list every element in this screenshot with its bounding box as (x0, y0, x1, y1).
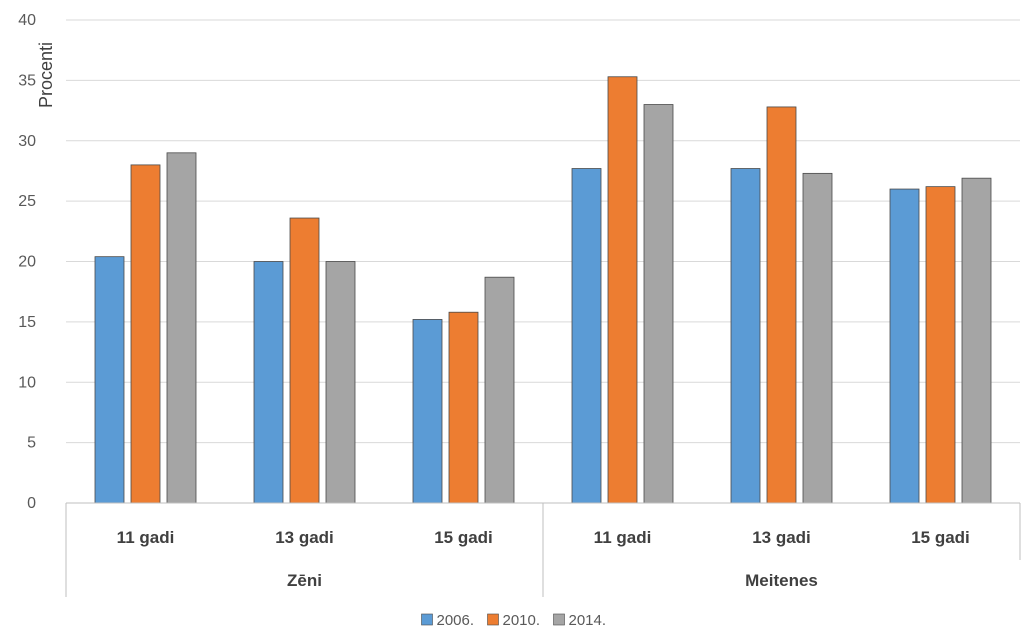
x-category-label: 13 gadi (275, 528, 334, 547)
bar-2006-1 (253, 261, 284, 504)
y-tick-label: 15 (18, 314, 36, 331)
bar-2010-3 (607, 76, 638, 504)
bar-2014-0 (166, 152, 197, 504)
bar-2010-4 (766, 106, 797, 504)
legend-swatch (553, 613, 565, 626)
x-category-label: 15 gadi (911, 528, 970, 547)
legend-label: 2014. (569, 612, 607, 629)
legend-swatch (487, 613, 499, 626)
bar-2010-1 (289, 217, 320, 504)
y-tick-label: 25 (18, 193, 36, 210)
y-tick-label: 10 (18, 374, 36, 391)
x-category-label: 13 gadi (752, 528, 811, 547)
bar-2006-5 (889, 188, 920, 504)
y-tick-label: 40 (18, 12, 36, 29)
legend-swatch (421, 613, 433, 626)
bar-2010-2 (448, 311, 479, 504)
x-group-label: Zēni (287, 571, 322, 590)
legend-item: 2006. (421, 612, 475, 629)
bar-2006-0 (94, 256, 125, 504)
legend-item: 2014. (553, 612, 607, 629)
x-category-label: 15 gadi (434, 528, 493, 547)
x-group-label: Meitenes (745, 571, 818, 590)
y-tick-label: 35 (18, 72, 36, 89)
bar-2014-4 (802, 172, 833, 504)
bar-2006-3 (571, 168, 602, 504)
bar-2014-3 (643, 104, 674, 504)
bar-2010-5 (925, 186, 956, 504)
legend-item: 2010. (487, 612, 541, 629)
legend-label: 2006. (437, 612, 475, 629)
y-tick-label: 30 (18, 133, 36, 150)
bar-2006-4 (730, 168, 761, 504)
y-tick-label: 20 (18, 254, 36, 271)
x-category-label: 11 gadi (594, 528, 652, 547)
legend: 2006. 2010. 2014. (421, 612, 607, 629)
bar-2014-2 (484, 276, 515, 504)
y-axis-label: Procenti (36, 42, 56, 108)
x-category-label: 11 gadi (117, 528, 175, 547)
bar-2014-5 (961, 177, 992, 504)
y-tick-label: 5 (27, 435, 36, 452)
bar-2006-2 (412, 319, 443, 504)
bars (94, 76, 992, 504)
gridlines (66, 19, 1020, 444)
bar-2014-1 (325, 261, 356, 504)
axes: 0 5 10 15 20 25 30 35 40 11 gadi 13 gadi 15 gadi 11 … (18, 12, 1021, 597)
y-tick-label: 0 (27, 495, 36, 512)
legend-label: 2010. (503, 612, 541, 629)
bar-2010-0 (130, 164, 161, 504)
